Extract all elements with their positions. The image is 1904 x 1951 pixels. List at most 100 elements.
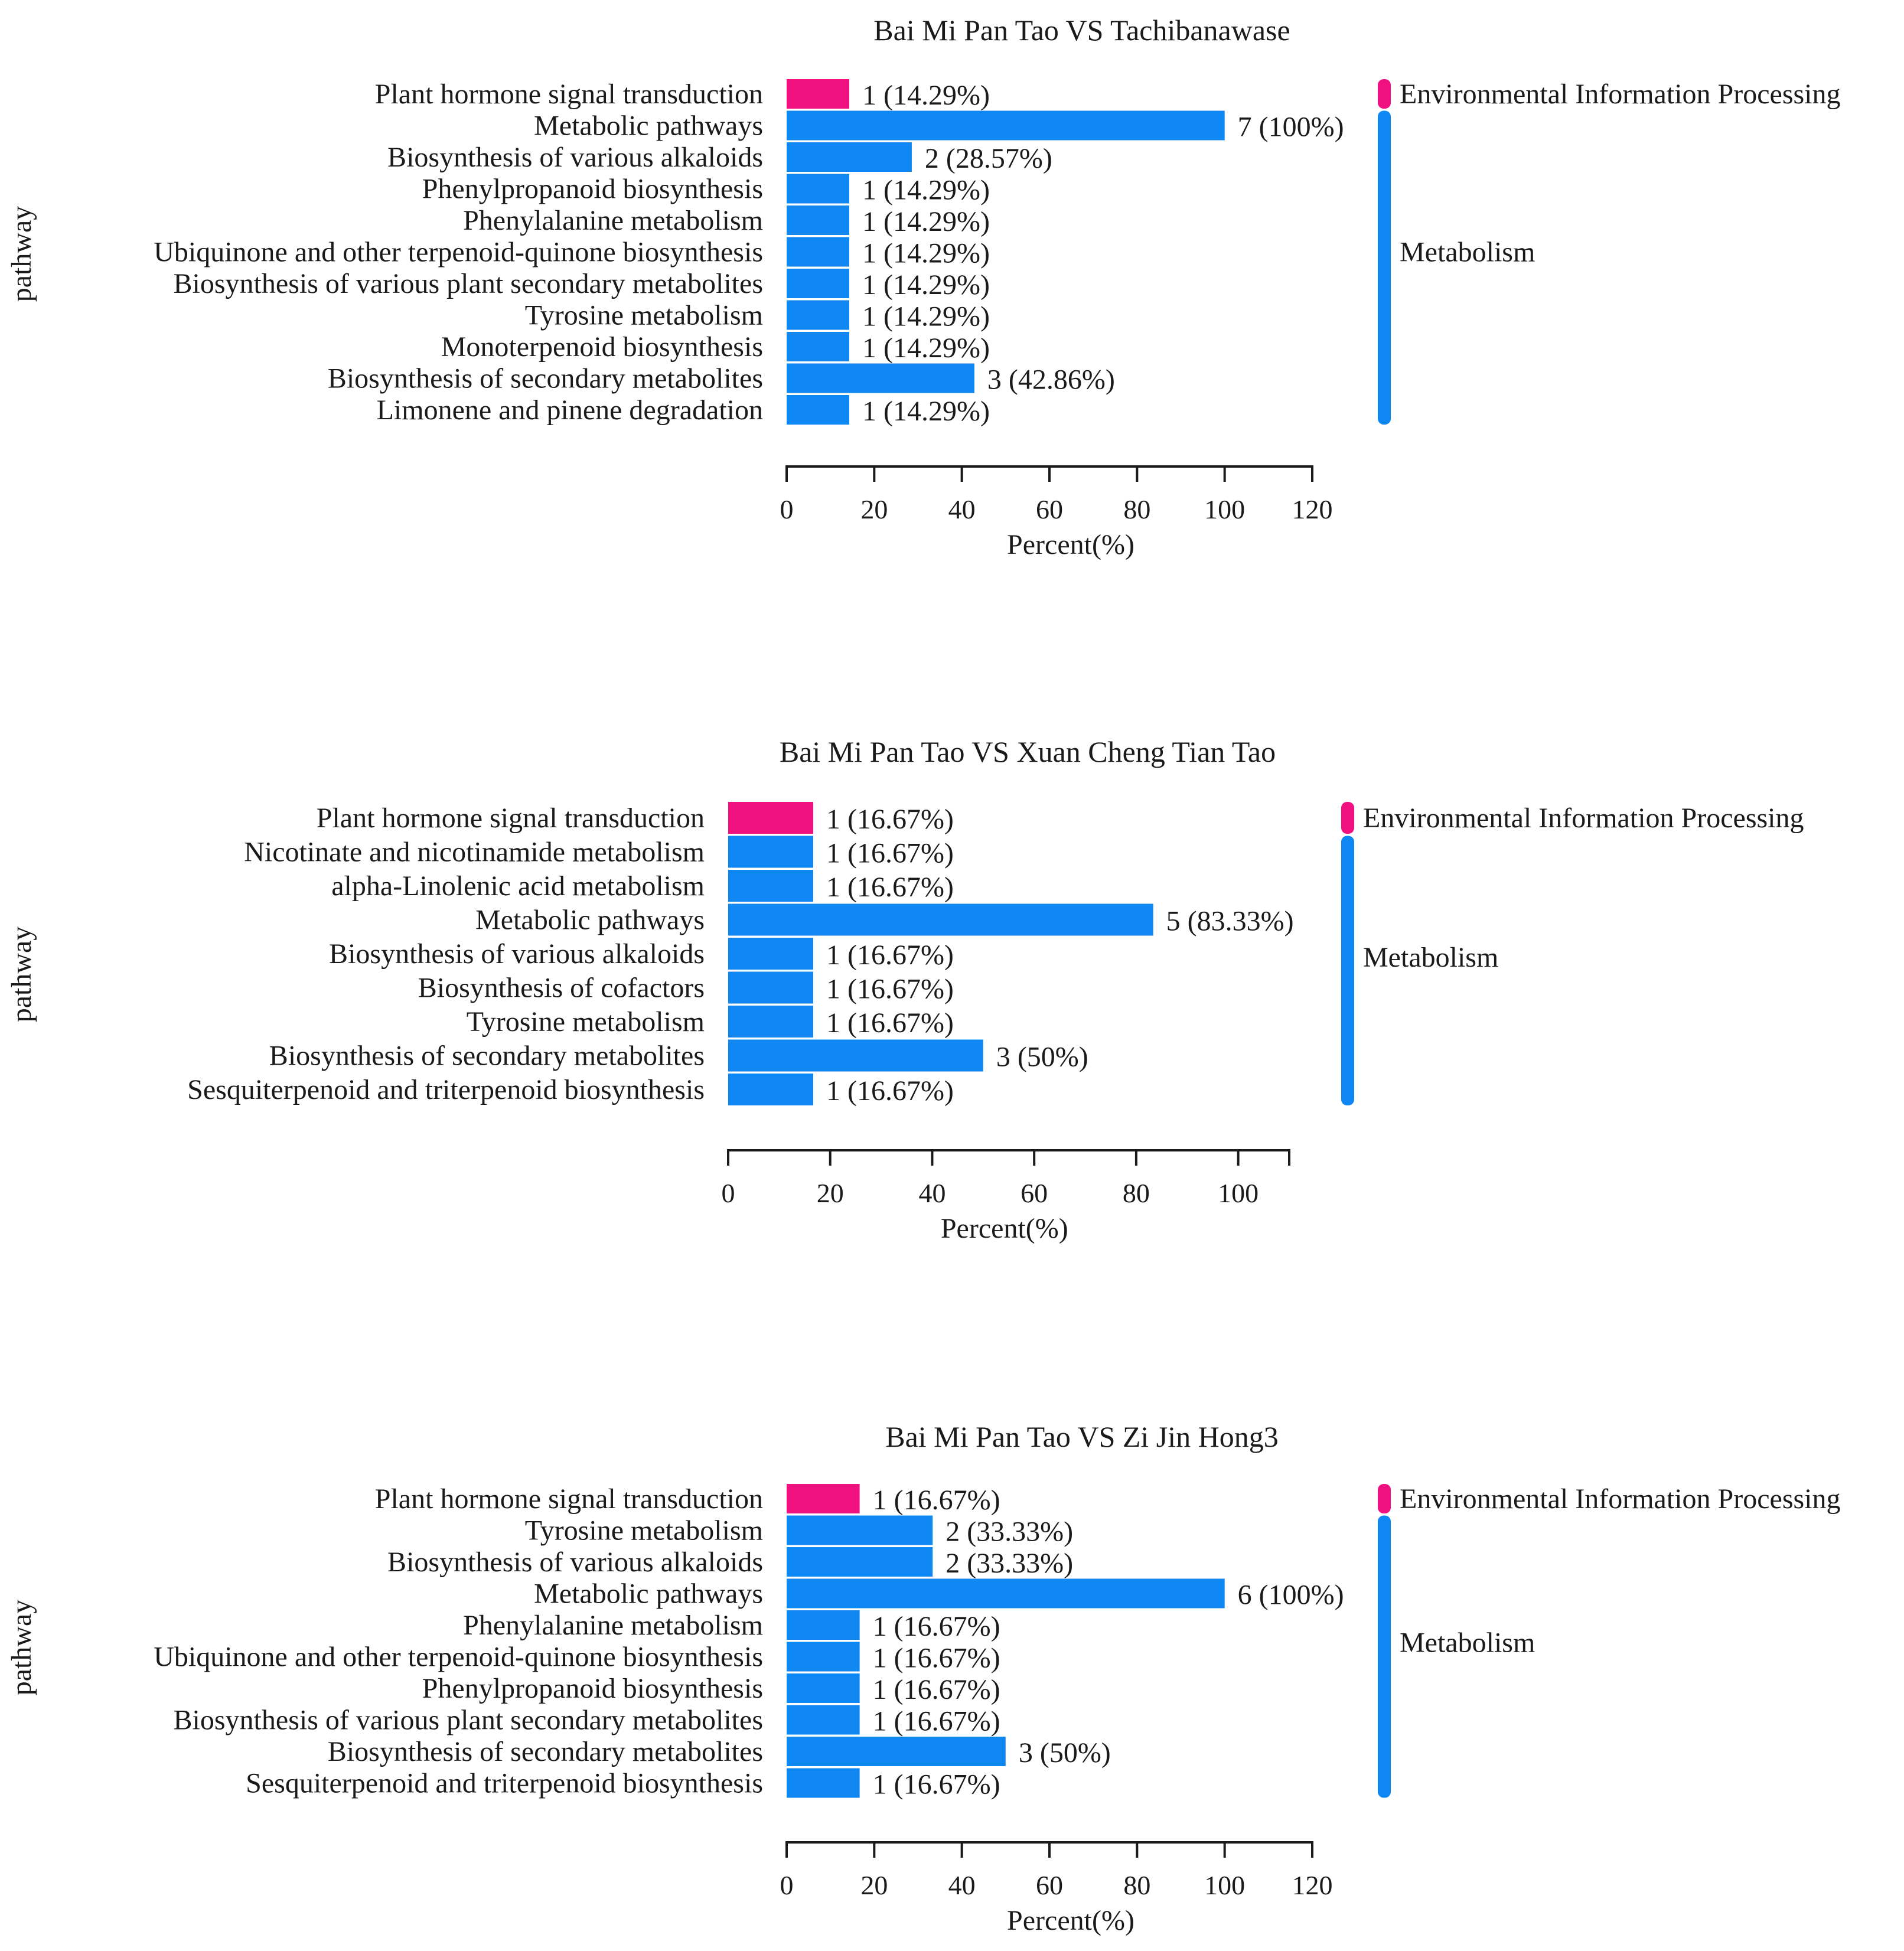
chart-1-category-label: Metabolic pathways [534,110,763,142]
chart-3-category-label: Sesquiterpenoid and triterpenoid biosynt… [246,1768,763,1799]
chart-3-y-axis-label: pathway [6,1600,37,1696]
chart-1-bar [787,363,974,393]
chart-3-x-axis-label: Percent(%) [1007,1905,1134,1936]
chart-2-value-label: 1 (16.67%) [826,974,954,1005]
chart-3-group-bracket [1378,1515,1391,1798]
chart-3-bar [787,1484,860,1513]
chart-2-x-tick-label: 0 [722,1178,735,1208]
chart-1-value-label: 1 (14.29%) [862,396,990,427]
chart-2-title: Bai Mi Pan Tao VS Xuan Cheng Tian Tao [780,735,1276,768]
chart-3-category-label: Biosynthesis of secondary metabolites [328,1736,763,1767]
chart-1-category-label: Biosynthesis of secondary metabolites [328,363,763,394]
chart-1-value-label: 3 (42.86%) [987,364,1115,396]
chart-1-category-label: Monoterpenoid biosynthesis [441,331,763,363]
chart-1-value-label: 1 (14.29%) [862,301,990,332]
chart-1-value-label: 7 (100%) [1238,112,1344,143]
chart-2-group-bracket [1341,802,1354,834]
chart-1-category-label: Tyrosine metabolism [525,300,763,331]
chart-3-value-label: 1 (16.67%) [873,1643,1000,1674]
chart-1-category-label: Phenylpropanoid biosynthesis [422,174,763,205]
chart-2-bar [728,870,813,902]
chart-3-bar [787,1610,860,1640]
chart-2-bar [728,836,813,868]
chart-2-category-label: Tyrosine metabolism [467,1006,705,1038]
chart-3-group-bracket [1378,1484,1391,1513]
chart-1-bar [787,332,849,361]
chart-1-category-label: Ubiquinone and other terpenoid-quinone b… [154,237,763,268]
chart-3-value-label: 2 (33.33%) [946,1516,1073,1548]
chart-3-x-tick-label: 60 [1036,1870,1063,1900]
chart-2-group-label: Metabolism [1363,942,1498,973]
chart-2-group-bracket [1341,836,1354,1105]
chart-1-value-label: 2 (28.57%) [925,143,1052,174]
chart-1-x-tick-label: 40 [948,494,976,524]
chart-1-value-label: 1 (14.29%) [862,80,990,111]
chart-2-bar [728,1006,813,1038]
chart-2-value-label: 5 (83.33%) [1166,906,1294,937]
chart-1-bar [787,110,1225,141]
chart-3-bar [787,1578,1225,1609]
chart-1-bar [787,79,849,109]
chart-2-bar [728,938,813,970]
chart-1-x-tick-label: 100 [1204,494,1245,524]
chart-2-value-label: 1 (16.67%) [826,1075,954,1107]
chart-1-x-tick-label: 120 [1292,494,1333,524]
chart-2-bar [728,802,813,834]
chart-3-value-label: 1 (16.67%) [873,1611,1000,1642]
chart-3-group-label: Environmental Information Processing [1400,1483,1841,1515]
chart-1-bar [787,237,849,267]
chart-1-group-bracket [1378,110,1391,425]
chart-1-x-tick-label: 80 [1123,494,1150,524]
chart-2-category-label: Biosynthesis of various alkaloids [329,938,705,970]
chart-3-x-tick-label: 80 [1123,1870,1150,1900]
chart-2-group-label: Environmental Information Processing [1363,802,1804,834]
chart-3-bar [787,1515,933,1545]
chart-1-bar [787,174,849,204]
chart-1-category-label: Biosynthesis of various alkaloids [387,142,763,173]
chart-3-title: Bai Mi Pan Tao VS Zi Jin Hong3 [885,1420,1279,1453]
chart-3-x-tick-label: 40 [948,1870,976,1900]
chart-3-bar [787,1642,860,1672]
chart-3-bar [787,1737,1006,1766]
chart-1-value-label: 1 (14.29%) [862,175,990,206]
chart-1-bar [787,269,849,298]
chart-3-value-label: 3 (50%) [1019,1737,1111,1769]
chart-3-value-label: 1 (16.67%) [873,1769,1000,1800]
chart-2-category-label: Plant hormone signal transduction [317,802,705,834]
chart-1-value-label: 1 (14.29%) [862,269,990,301]
chart-3-category-label: Plant hormone signal transduction [375,1483,763,1515]
chart-3-value-label: 2 (33.33%) [946,1548,1073,1579]
chart-3-x-tick-label: 100 [1204,1870,1245,1900]
chart-1-x-axis-label: Percent(%) [1007,529,1134,560]
chart-2-category-label: Biosynthesis of cofactors [418,973,705,1004]
chart-2-bar [728,1039,983,1072]
chart-1-title: Bai Mi Pan Tao VS Tachibanawase [873,14,1290,47]
chart-3-x-tick-label: 120 [1292,1870,1333,1900]
chart-2-value-label: 1 (16.67%) [826,804,954,835]
chart-1-group-bracket [1378,79,1391,109]
chart-2-x-tick-label: 80 [1123,1178,1150,1208]
chart-2-category-label: alpha-Linolenic acid metabolism [331,870,705,902]
chart-2-x-tick-label: 20 [817,1178,844,1208]
chart-2-value-label: 3 (50%) [996,1042,1088,1073]
chart-1-category-label: Plant hormone signal transduction [375,79,763,110]
chart-2-category-label: Metabolic pathways [475,905,705,936]
chart-2-x-tick-label: 100 [1218,1178,1259,1208]
chart-3-bar [787,1705,860,1735]
chart-1-value-label: 1 (14.29%) [862,206,990,237]
chart-3-category-label: Metabolic pathways [534,1578,763,1610]
chart-3-category-label: Ubiquinone and other terpenoid-quinone b… [154,1642,763,1673]
chart-3-value-label: 1 (16.67%) [873,1674,1000,1705]
chart-2-bar [728,971,813,1004]
chart-2-x-axis-label: Percent(%) [941,1213,1068,1244]
chart-3-value-label: 1 (16.67%) [873,1485,1000,1516]
chart-2-category-label: Biosynthesis of secondary metabolites [269,1040,705,1072]
chart-3-category-label: Phenylpropanoid biosynthesis [422,1673,763,1704]
chart-1-bar [787,142,912,172]
chart-3-bar [787,1673,860,1703]
chart-3-category-label: Tyrosine metabolism [525,1515,763,1547]
chart-1-x-tick-label: 0 [780,494,794,524]
chart-1-group-label: Environmental Information Processing [1400,79,1841,110]
chart-1-bar [787,300,849,330]
